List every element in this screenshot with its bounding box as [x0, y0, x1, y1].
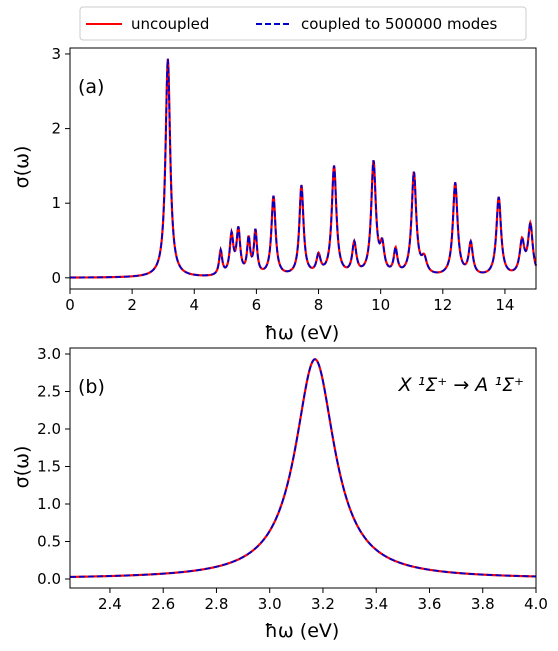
panel-b-xtick-label: 2.4	[98, 595, 122, 613]
panel-b-ytick-label: 1.5	[37, 458, 61, 476]
panel-b-xtick-label: 3.8	[471, 595, 495, 613]
panel-b-plot-area: 2.4 2.6 2.8 3.0 3.2 3.4 3.6 3.8 4.0 0.0 0.5 1.0 1.5 2…	[37, 345, 548, 613]
panel-b-ytick-label: 0.0	[37, 570, 61, 588]
panel-a-frame	[69, 47, 537, 290]
panel-a-xtick-label: 6	[252, 296, 262, 314]
panel-a-ytick-label: 2	[51, 120, 61, 138]
panel-a-xtick-label: 10	[371, 296, 390, 314]
panel-a-xtick-label: 14	[495, 296, 514, 314]
panel-a-series-coupled	[70, 58, 537, 279]
panel-b-xtick-label: 3.0	[258, 595, 282, 613]
panel-b: 2.4 2.6 2.8 3.0 3.2 3.4 3.6 3.8 4.0 0.0 0.5 1.0 1.5 2…	[11, 345, 548, 642]
legend: uncoupled coupled to 500000 modes	[79, 6, 527, 41]
panel-b-ytick-label: 3.0	[37, 345, 61, 363]
panel-a-xtick-label: 0	[65, 296, 75, 314]
panel-a-series-uncoupled	[70, 58, 538, 279]
panel-a-ytick-label: 1	[51, 194, 61, 212]
panel-b-xtick-label: 4.0	[524, 595, 548, 613]
panel-b-ylabel: σ(ω)	[11, 446, 33, 489]
panel-b-xtick-label: 3.2	[311, 595, 335, 613]
legend-label-coupled: coupled to 500000 modes	[301, 15, 498, 33]
panel-b-xtick-label: 2.8	[205, 595, 229, 613]
panel-b-annotation: X ¹Σ⁺ → A ¹Σ⁺	[398, 374, 524, 396]
legend-label-uncoupled: uncoupled	[131, 15, 209, 33]
panel-a-ytick-label: 3	[51, 45, 61, 63]
panel-a-label: (a)	[78, 76, 104, 98]
panel-b-frame	[69, 347, 537, 589]
panel-a-xtick-label: 2	[127, 296, 137, 314]
panel-b-series-coupled	[69, 358, 537, 578]
panel-b-ytick-label: 2.5	[37, 383, 61, 401]
legend-box	[79, 6, 527, 41]
panel-b-label: (b)	[78, 376, 105, 398]
panel-a-xtick-label: 4	[189, 296, 199, 314]
panel-a-xtick-label: 8	[314, 296, 324, 314]
panel-a-ylabel: σ(ω)	[11, 146, 33, 189]
panel-a-xtick-label: 12	[433, 296, 452, 314]
panel-b-xtick-label: 3.4	[364, 595, 388, 613]
panel-a-ytick-label: 0	[51, 269, 61, 287]
panel-b-ytick-label: 0.5	[37, 533, 61, 551]
panel-a-xlabel: ħω (eV)	[265, 322, 340, 344]
panel-b-xtick-label: 2.6	[151, 595, 175, 613]
panel-b-xtick-label: 3.6	[418, 595, 442, 613]
panel-b-xlabel: ħω (eV)	[265, 620, 340, 642]
panel-b-ytick-label: 1.0	[37, 495, 61, 513]
panel-b-ytick-label: 2.0	[37, 420, 61, 438]
